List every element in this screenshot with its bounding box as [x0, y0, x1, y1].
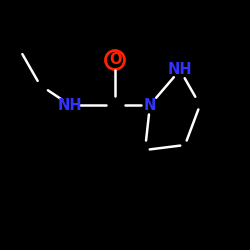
Text: N: N — [144, 98, 156, 112]
Text: NH: NH — [58, 98, 82, 112]
Text: NH: NH — [168, 62, 192, 78]
Text: O: O — [109, 52, 121, 68]
